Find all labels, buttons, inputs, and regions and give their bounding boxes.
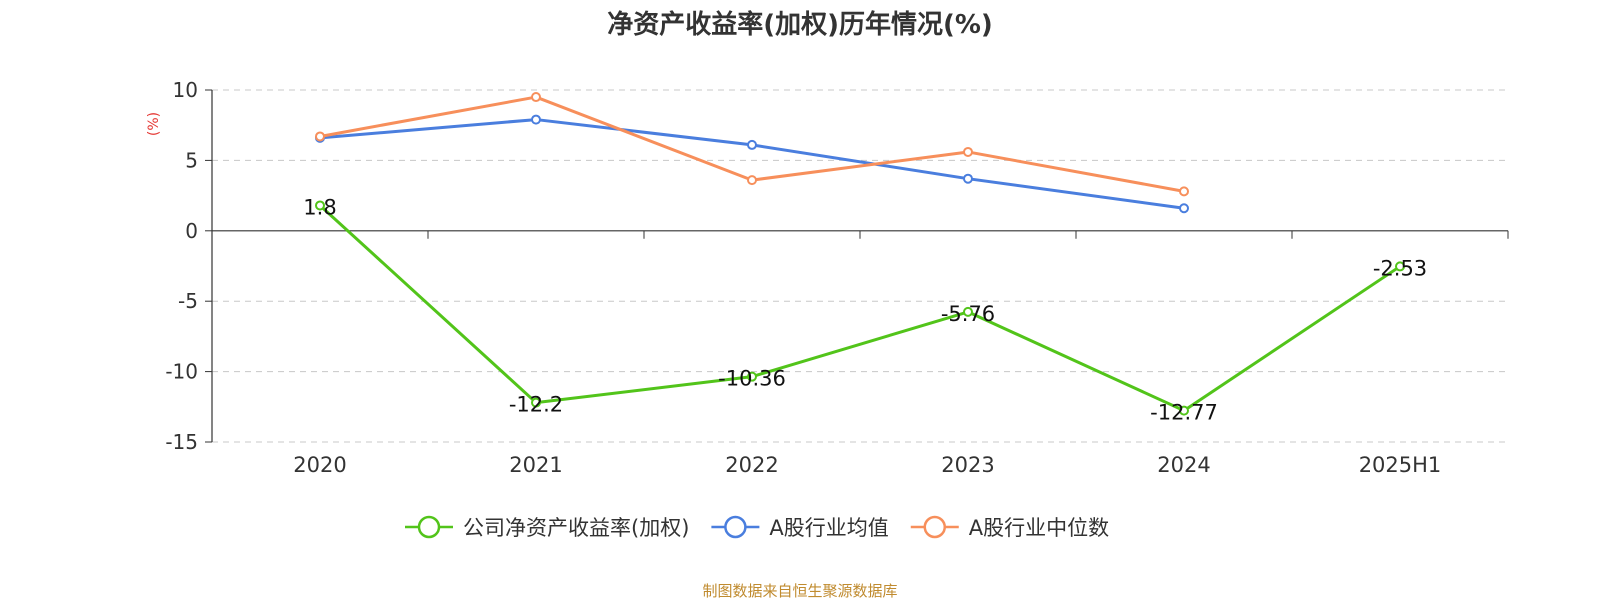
data-point (963, 173, 973, 184)
chart-title: 净资产收益率(加权)历年情况(%) (607, 10, 993, 40)
data-label: -10.36 (718, 367, 786, 391)
axes: 10 5 0 -5 -10 -15 2020 2021 2022 2023 2024 2025H1 (165, 78, 1509, 477)
data-point (315, 131, 325, 142)
legend: 公司净资产收益率(加权) A股行业均值 A股行业中位数 (405, 515, 1109, 540)
data-point (1179, 203, 1189, 214)
data-point (1179, 405, 1189, 416)
legend-label: A股行业均值 (769, 516, 888, 540)
data-label: -12.77 (1150, 401, 1218, 425)
legend-circle-icon (417, 515, 441, 539)
data-labels: 1.8 -12.2 -10.36 -5.76 -12.77 -2.53 (303, 195, 1427, 424)
data-point (1179, 186, 1189, 197)
y-tick-label: -5 (178, 289, 198, 313)
y-tick-label: 0 (185, 219, 198, 243)
data-point (531, 92, 541, 103)
data-label: -2.53 (1373, 256, 1427, 280)
data-point (315, 200, 325, 211)
y-tick-label: -10 (165, 360, 198, 384)
x-tick-label: 2022 (725, 453, 778, 477)
source-note: 制图数据来自恒生聚源数据库 (702, 582, 898, 600)
legend-item[interactable]: A股行业均值 (711, 515, 889, 540)
data-point (963, 146, 973, 157)
data-label: -5.76 (941, 302, 995, 326)
data-point (531, 114, 541, 125)
series-line (319, 118, 1185, 210)
y-axis-label: (%) (146, 112, 162, 136)
series-line (318, 204, 1401, 413)
data-label: -12.2 (509, 393, 563, 417)
data-point (747, 371, 757, 382)
legend-circle-icon (923, 515, 947, 539)
x-tick-label: 2021 (509, 453, 562, 477)
x-tick-label: 2023 (941, 453, 994, 477)
y-tick-label: -15 (165, 430, 198, 454)
legend-item[interactable]: 公司净资产收益率(加权) (405, 515, 689, 540)
data-point (1395, 261, 1405, 272)
series-lines (315, 92, 1405, 416)
legend-label: A股行业中位数 (969, 516, 1109, 540)
legend-item[interactable]: A股行业中位数 (910, 515, 1109, 540)
legend-circle-icon (724, 515, 747, 539)
data-point (531, 397, 541, 408)
data-point (963, 306, 973, 317)
y-tick-label: 5 (185, 148, 198, 172)
x-tick-label: 2025H1 (1359, 453, 1442, 477)
grid-lines (212, 89, 1508, 443)
x-tick-label: 2020 (293, 453, 346, 477)
y-tick-label: 10 (173, 78, 198, 102)
data-label: 1.8 (303, 195, 336, 219)
legend-label: 公司净资产收益率(加权) (463, 516, 689, 540)
x-tick-label: 2024 (1157, 453, 1210, 477)
data-point (747, 139, 757, 150)
data-point (747, 175, 757, 186)
